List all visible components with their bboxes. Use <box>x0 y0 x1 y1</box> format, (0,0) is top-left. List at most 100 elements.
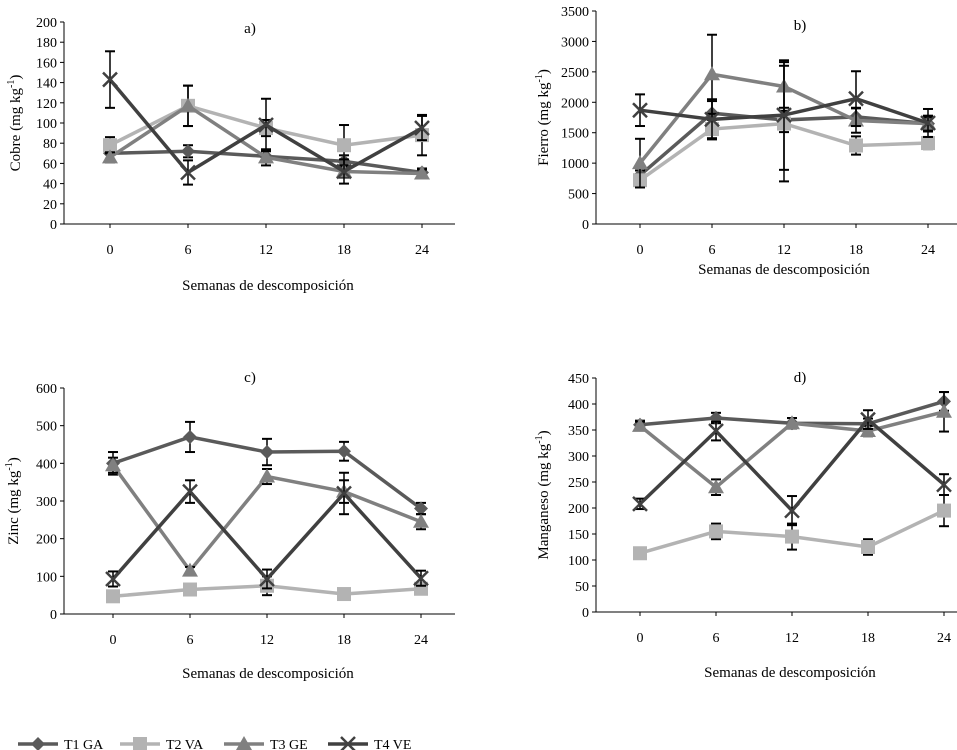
data-point <box>936 476 952 493</box>
y-tick-label: 60 <box>43 157 57 172</box>
series-t4 <box>105 471 429 590</box>
series-t3 <box>105 456 429 577</box>
legend: T1 GA T2 VA T3 GE T4 VE <box>18 736 411 750</box>
data-point <box>258 149 274 164</box>
data-point <box>336 163 352 180</box>
data-point <box>183 582 197 597</box>
data-point <box>633 546 647 561</box>
data-point <box>259 468 275 483</box>
x-tick-label: 0 <box>107 243 114 258</box>
data-point <box>414 501 428 516</box>
y-tick-label: 3500 <box>561 5 589 20</box>
y-tick-label: 200 <box>568 502 589 517</box>
x-tick-label: 6 <box>713 631 720 646</box>
data-point <box>632 417 648 432</box>
y-tick-label: 0 <box>50 218 57 233</box>
y-tick-label: 1000 <box>561 157 589 172</box>
y-tick-label: 40 <box>43 178 57 193</box>
y-tick-label: 3000 <box>561 35 589 50</box>
x-tick-label: 12 <box>260 633 274 648</box>
legend-label: T1 GA <box>64 738 104 750</box>
series-t4 <box>632 409 952 527</box>
y-tick-label: 1500 <box>561 127 589 142</box>
data-point <box>632 155 648 170</box>
y-tick-label: 300 <box>568 450 589 465</box>
y-tick-label: 500 <box>568 188 589 203</box>
y-tick-label: 300 <box>36 495 57 510</box>
data-point <box>785 529 799 544</box>
data-point <box>776 107 792 123</box>
data-point <box>180 164 196 181</box>
data-point <box>632 102 648 119</box>
y-tick-label: 450 <box>568 372 589 387</box>
y-tick-label: 140 <box>36 77 57 92</box>
x-axis-label: Semanas de descomposición <box>182 278 354 294</box>
chart-panel-d: 0 50 100 150 200 250 300 350 400 450 0 6 12 18 24 d) Sem… <box>534 370 957 681</box>
data-point <box>860 423 876 438</box>
legend-item-t1: T1 GA <box>18 737 104 750</box>
data-point <box>182 562 198 577</box>
data-point <box>861 540 875 554</box>
legend-label: T3 GE <box>270 738 308 750</box>
chart-panel-b: 0 500 1000 1500 2000 2500 3000 3500 0 6 12 18 24 b) Se… <box>534 5 957 278</box>
y-tick-label: 2000 <box>561 96 589 111</box>
series-t4 <box>632 59 936 171</box>
data-point <box>260 445 274 460</box>
data-point <box>784 502 800 519</box>
data-point <box>632 495 648 512</box>
x-tick-label: 24 <box>937 631 951 646</box>
data-point <box>921 136 935 151</box>
x-tick-label: 24 <box>414 633 428 648</box>
y-tick-label: 2500 <box>561 66 589 81</box>
series-t1 <box>106 420 428 516</box>
data-point <box>920 115 936 131</box>
y-tick-label: 500 <box>36 420 57 435</box>
panel-title: b) <box>794 18 807 34</box>
y-tick-label: 600 <box>36 382 57 397</box>
x-tick-label: 12 <box>785 631 799 646</box>
y-tick-label: 400 <box>568 398 589 413</box>
data-point <box>937 503 951 518</box>
data-point <box>105 571 121 587</box>
data-point <box>182 483 198 500</box>
panel-title: c) <box>244 370 256 386</box>
x-tick-label: 24 <box>921 243 935 258</box>
x-tick-label: 12 <box>777 243 791 258</box>
y-axis-label: Fierro (mg kg-1) <box>534 69 552 166</box>
data-point <box>103 138 117 153</box>
y-tick-label: 0 <box>50 608 57 623</box>
data-point <box>708 479 724 494</box>
y-axis-label: Manganeso (mg kg-1) <box>534 430 552 559</box>
y-tick-label: 180 <box>36 36 57 51</box>
x-tick-label: 0 <box>637 631 644 646</box>
x-tick-label: 6 <box>187 633 194 648</box>
x-tick-label: 18 <box>849 243 863 258</box>
data-point <box>102 149 118 164</box>
data-point <box>181 144 195 159</box>
panel-title: a) <box>244 21 256 37</box>
y-tick-label: 0 <box>582 218 589 233</box>
y-tick-label: 350 <box>568 424 589 439</box>
series-t4 <box>102 50 430 186</box>
data-point <box>106 589 120 604</box>
y-tick-label: 150 <box>568 528 589 543</box>
data-point <box>337 587 351 602</box>
data-point <box>413 513 429 528</box>
y-tick-label: 100 <box>36 570 57 585</box>
y-axis-label: Zinc (mg kg-1) <box>4 457 22 545</box>
x-tick-label: 18 <box>861 631 875 646</box>
data-point <box>849 138 863 153</box>
y-tick-label: 50 <box>575 580 589 595</box>
data-point <box>704 111 720 128</box>
legend-item-t3: T3 GE <box>224 736 308 750</box>
data-point <box>848 90 864 107</box>
data-point <box>183 429 197 444</box>
y-tick-label: 400 <box>36 457 57 472</box>
y-tick-label: 20 <box>43 198 57 213</box>
panel-title: d) <box>794 370 807 386</box>
x-axis-label: Semanas de descomposición <box>182 666 354 682</box>
legend-marker <box>133 737 147 750</box>
series-t3 <box>632 391 952 496</box>
